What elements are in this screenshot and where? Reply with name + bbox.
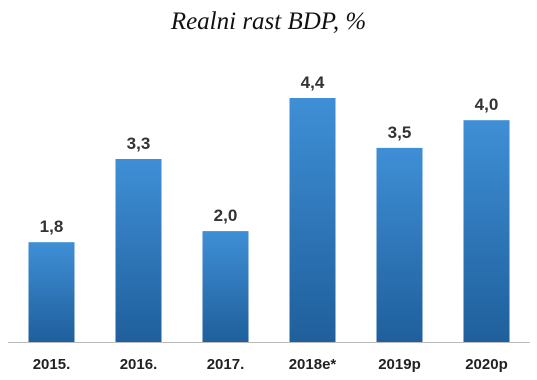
bar-value-label-1: 3,3 [127,134,151,153]
bar-0 [28,242,75,342]
x-tick-label-0: 2015. [33,356,71,373]
chart-title: Realni rast BDP, % [170,8,367,35]
x-tick-label-3: 2018e* [289,356,337,373]
bar-value-label-3: 4,4 [301,73,325,92]
bar-value-label-0: 1,8 [40,217,64,236]
bar-value-label-4: 3,5 [388,123,412,142]
x-tick-label-4: 2019p [378,356,421,373]
x-tick-label-5: 2020p [465,356,508,373]
bars-layer [28,98,510,342]
bar-1 [115,159,162,342]
bar-value-label-5: 4,0 [475,95,499,114]
bar-5 [463,120,510,342]
x-tick-label-1: 2016. [120,356,158,373]
bar-2 [202,231,249,342]
bar-3 [289,98,336,342]
labels-layer: 1,8 2015. 3,3 2016. 2,0 2017. 4,4 2018e* 3,5 2019… [33,73,508,373]
bar-value-label-2: 2,0 [214,206,238,225]
x-tick-label-2: 2017. [207,356,245,373]
bar-4 [376,147,423,342]
